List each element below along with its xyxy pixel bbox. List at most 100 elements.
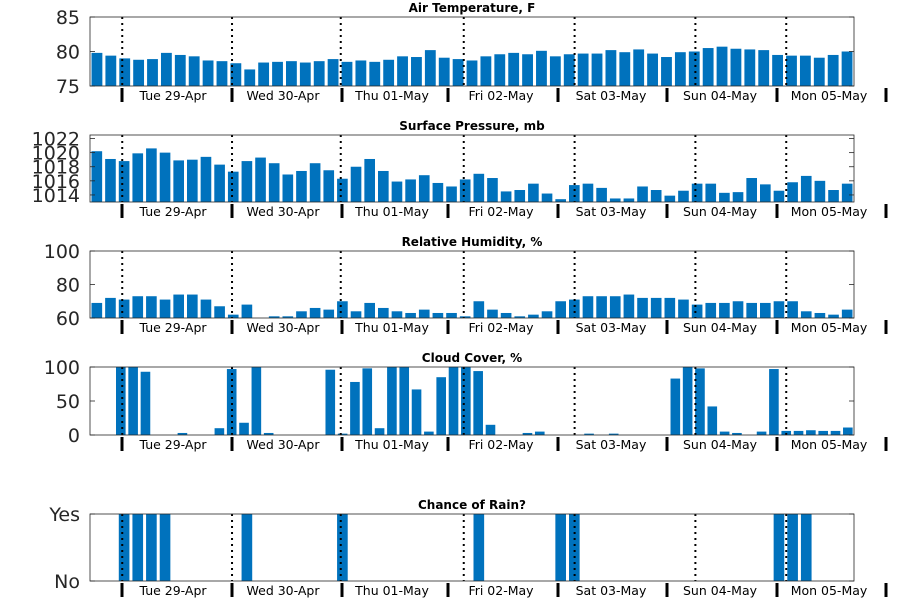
bar bbox=[841, 309, 853, 319]
bar bbox=[569, 299, 580, 318]
bar bbox=[432, 312, 444, 318]
plot-area bbox=[90, 367, 854, 435]
x-tick-label: Fri 02-May bbox=[468, 204, 534, 219]
bar bbox=[591, 53, 603, 86]
bar bbox=[528, 314, 539, 318]
bar bbox=[746, 302, 757, 318]
x-tick-label: Fri 02-May bbox=[468, 320, 534, 335]
bar bbox=[707, 406, 718, 435]
bar bbox=[387, 367, 397, 435]
bar bbox=[800, 311, 812, 318]
y-tick-label: 1018 bbox=[32, 157, 80, 179]
bar bbox=[337, 514, 348, 581]
bar bbox=[719, 431, 730, 435]
bar bbox=[202, 60, 214, 86]
bar bbox=[251, 367, 262, 435]
bar bbox=[282, 316, 294, 318]
bar bbox=[569, 514, 580, 581]
bar bbox=[494, 54, 506, 86]
bar bbox=[244, 69, 256, 86]
x-tick-label: Sat 03-May bbox=[576, 437, 647, 452]
bar bbox=[214, 306, 225, 318]
bar bbox=[323, 170, 335, 202]
bar bbox=[487, 309, 498, 319]
axes-frame bbox=[89, 513, 855, 582]
bar bbox=[814, 312, 826, 318]
bar bbox=[582, 183, 594, 202]
panel-1: Air Temperature, F 75 80 85 Tue 29-Apr Wed 30… bbox=[56, 1, 888, 103]
bar bbox=[146, 514, 157, 581]
bar bbox=[132, 514, 144, 581]
bar bbox=[664, 195, 676, 202]
bar bbox=[391, 311, 403, 318]
bar bbox=[541, 193, 553, 202]
bar bbox=[647, 53, 658, 86]
x-tick-label: Sun 04-May bbox=[683, 88, 758, 103]
bar bbox=[325, 369, 336, 435]
bar bbox=[399, 367, 410, 435]
bar bbox=[227, 314, 239, 318]
bar bbox=[473, 514, 485, 581]
bar bbox=[438, 57, 450, 86]
bar bbox=[159, 514, 171, 581]
x-tick-label: Thu 01-May bbox=[354, 583, 429, 598]
bar bbox=[374, 428, 385, 435]
panel-title: Relative Humidity, % bbox=[402, 235, 543, 249]
bar bbox=[756, 431, 767, 435]
bar bbox=[350, 311, 362, 318]
bar bbox=[773, 301, 785, 318]
bar bbox=[818, 430, 828, 435]
bar bbox=[337, 301, 348, 318]
bar bbox=[609, 296, 621, 318]
bar bbox=[418, 309, 430, 319]
bar bbox=[116, 367, 126, 435]
bar bbox=[500, 191, 512, 202]
x-tick-label: Mon 05-May bbox=[791, 204, 868, 219]
x-tick-label: Sat 03-May bbox=[576, 320, 647, 335]
bar bbox=[177, 432, 188, 435]
bar bbox=[461, 367, 471, 435]
bar bbox=[268, 163, 280, 202]
bar bbox=[793, 430, 804, 435]
bar bbox=[200, 299, 212, 318]
bar bbox=[91, 151, 103, 202]
bar bbox=[661, 57, 672, 86]
bar bbox=[424, 431, 434, 435]
bar bbox=[719, 302, 730, 318]
bar bbox=[582, 296, 594, 318]
y-tick-label: No bbox=[54, 571, 80, 593]
x-tick-label: Mon 05-May bbox=[791, 583, 868, 598]
bar bbox=[341, 61, 353, 86]
bar bbox=[226, 369, 237, 435]
bar bbox=[187, 294, 198, 318]
bar bbox=[487, 178, 498, 202]
x-tick-label: Thu 01-May bbox=[354, 437, 429, 452]
bar bbox=[146, 296, 157, 318]
bar bbox=[633, 49, 645, 86]
bar bbox=[732, 432, 742, 435]
bar bbox=[760, 302, 771, 318]
bar bbox=[364, 302, 375, 318]
x-tick-label: Mon 05-May bbox=[791, 88, 868, 103]
bar bbox=[174, 54, 186, 86]
bar bbox=[473, 173, 485, 202]
bar bbox=[230, 63, 242, 86]
y-tick-label: 1014 bbox=[32, 185, 80, 207]
y-tick-label: 1022 bbox=[32, 129, 80, 151]
bar bbox=[286, 61, 297, 86]
bar bbox=[268, 316, 280, 318]
bar bbox=[91, 302, 103, 318]
bar bbox=[670, 378, 681, 435]
bar bbox=[528, 183, 539, 202]
bar bbox=[337, 178, 348, 202]
bar bbox=[787, 182, 798, 202]
bar bbox=[436, 377, 446, 435]
bar bbox=[781, 430, 792, 435]
bar bbox=[650, 297, 662, 318]
bar bbox=[405, 179, 416, 202]
bar bbox=[411, 389, 422, 435]
bar bbox=[378, 170, 389, 202]
bar bbox=[536, 50, 547, 86]
bar bbox=[800, 175, 812, 202]
